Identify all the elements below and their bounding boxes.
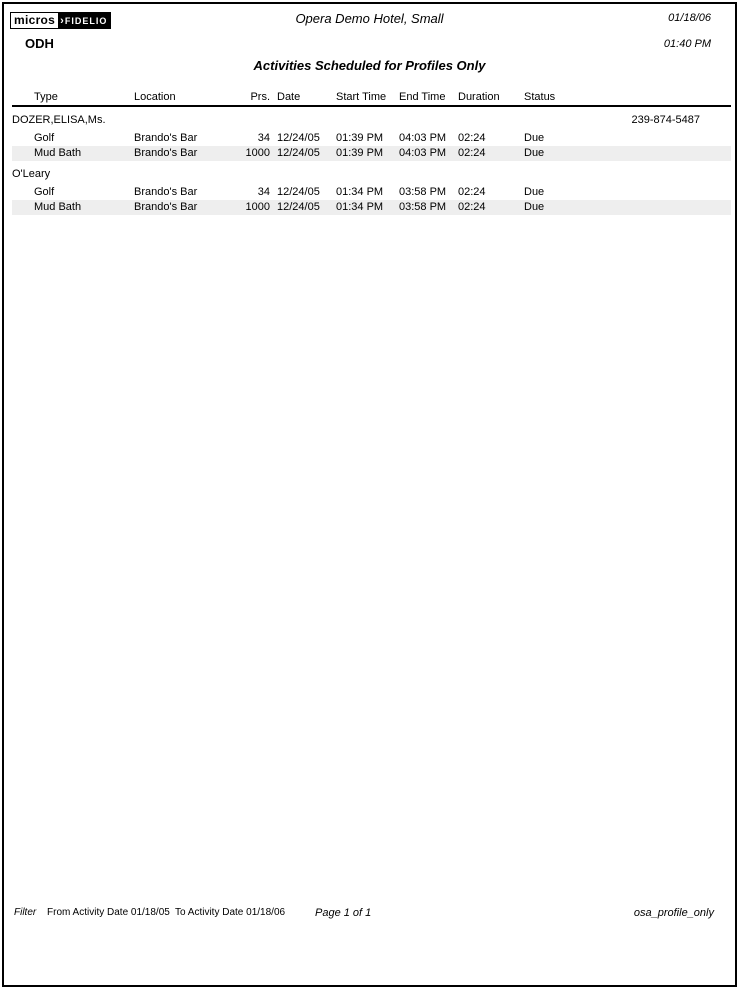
cell-duration: 02:24 bbox=[458, 201, 486, 213]
cell-start: 01:39 PM bbox=[336, 132, 384, 144]
cell-date: 12/24/05 bbox=[277, 147, 320, 159]
column-header-type: Type bbox=[34, 91, 58, 103]
cell-end: 03:58 PM bbox=[399, 201, 447, 213]
profile-name: O'Leary bbox=[12, 168, 51, 180]
column-header-duration: Duration bbox=[458, 91, 500, 103]
group-rows: Golf Brando's Bar 34 12/24/05 01:34 PM 0… bbox=[12, 185, 731, 215]
cell-type: Golf bbox=[34, 132, 55, 144]
print-date: 01/18/06 bbox=[668, 12, 711, 24]
report-file-name: osa_profile_only bbox=[633, 907, 714, 919]
micros-fidelio-logo: micros › FIDELIO bbox=[10, 12, 112, 29]
page-number: Page 1 of 1 bbox=[315, 907, 372, 919]
cell-end: 03:58 PM bbox=[399, 186, 447, 198]
cell-location: Brando's Bar bbox=[134, 201, 198, 213]
profile-group-header: O'Leary bbox=[12, 167, 731, 181]
cell-type: Mud Bath bbox=[34, 201, 82, 213]
profile-name: DOZER,ELISA,Ms. bbox=[12, 114, 106, 126]
cell-duration: 02:24 bbox=[458, 132, 486, 144]
column-header-status: Status bbox=[524, 91, 556, 103]
report-footer: Filter From Activity Date 01/18/05 To Ac… bbox=[12, 907, 731, 923]
filter-label: Filter bbox=[14, 907, 37, 918]
logo-fidelio-box: › FIDELIO bbox=[59, 12, 112, 29]
filter-to-date: To Activity Date 01/18/06 bbox=[175, 907, 286, 918]
profile-group: O'Leary Golf Brando's Bar 34 12/24/05 01… bbox=[12, 167, 731, 215]
table-header-row: Type Location Prs. Date Start Time End T… bbox=[12, 91, 731, 107]
group-rows: Golf Brando's Bar 34 12/24/05 01:39 PM 0… bbox=[12, 131, 731, 161]
cell-date: 12/24/05 bbox=[277, 201, 320, 213]
report-table-body: DOZER,ELISA,Ms. 239-874-5487 Golf Brando… bbox=[12, 113, 731, 215]
cell-prs: 34 bbox=[257, 186, 270, 198]
cell-date: 12/24/05 bbox=[277, 132, 320, 144]
report-title: Activities Scheduled for Profiles Only bbox=[253, 58, 486, 73]
column-header-date: Date bbox=[277, 91, 301, 103]
logo-arrow-icon: › bbox=[60, 14, 64, 27]
cell-start: 01:39 PM bbox=[336, 147, 384, 159]
hotel-name: Opera Demo Hotel, Small bbox=[295, 11, 444, 26]
profile-group-header: DOZER,ELISA,Ms. 239-874-5487 bbox=[12, 113, 731, 127]
cell-location: Brando's Bar bbox=[134, 147, 198, 159]
logo-micros-text: micros bbox=[10, 12, 60, 29]
cell-date: 12/24/05 bbox=[277, 186, 320, 198]
print-time: 01:40 PM bbox=[663, 38, 711, 50]
cell-status: Due bbox=[524, 186, 545, 198]
cell-status: Due bbox=[524, 132, 545, 144]
table-row: Mud Bath Brando's Bar 1000 12/24/05 01:3… bbox=[12, 200, 731, 215]
column-header-prs: Prs. bbox=[250, 91, 270, 103]
cell-end: 04:03 PM bbox=[399, 147, 447, 159]
filter-from-date: From Activity Date 01/18/05 bbox=[47, 907, 170, 918]
profile-group: DOZER,ELISA,Ms. 239-874-5487 Golf Brando… bbox=[12, 113, 731, 161]
cell-duration: 02:24 bbox=[458, 186, 486, 198]
table-row: Mud Bath Brando's Bar 1000 12/24/05 01:3… bbox=[12, 146, 731, 161]
cell-location: Brando's Bar bbox=[134, 186, 198, 198]
cell-start: 01:34 PM bbox=[336, 186, 384, 198]
column-header-location: Location bbox=[134, 91, 176, 103]
cell-prs: 1000 bbox=[245, 201, 270, 213]
report-table: Type Location Prs. Date Start Time End T… bbox=[12, 91, 731, 215]
column-header-end: End Time bbox=[399, 91, 446, 103]
cell-status: Due bbox=[524, 147, 545, 159]
cell-type: Golf bbox=[34, 186, 55, 198]
column-header-start: Start Time bbox=[336, 91, 387, 103]
cell-end: 04:03 PM bbox=[399, 132, 447, 144]
cell-prs: 34 bbox=[257, 132, 270, 144]
table-row: Golf Brando's Bar 34 12/24/05 01:39 PM 0… bbox=[12, 131, 731, 146]
table-row: Golf Brando's Bar 34 12/24/05 01:34 PM 0… bbox=[12, 185, 731, 200]
cell-status: Due bbox=[524, 201, 545, 213]
cell-start: 01:34 PM bbox=[336, 201, 384, 213]
profile-phone: 239-874-5487 bbox=[631, 114, 700, 126]
cell-prs: 1000 bbox=[245, 147, 270, 159]
cell-duration: 02:24 bbox=[458, 147, 486, 159]
logo-fidelio-text: FIDELIO bbox=[64, 15, 108, 26]
cell-type: Mud Bath bbox=[34, 147, 82, 159]
cell-location: Brando's Bar bbox=[134, 132, 198, 144]
resort-code: ODH bbox=[25, 36, 54, 51]
